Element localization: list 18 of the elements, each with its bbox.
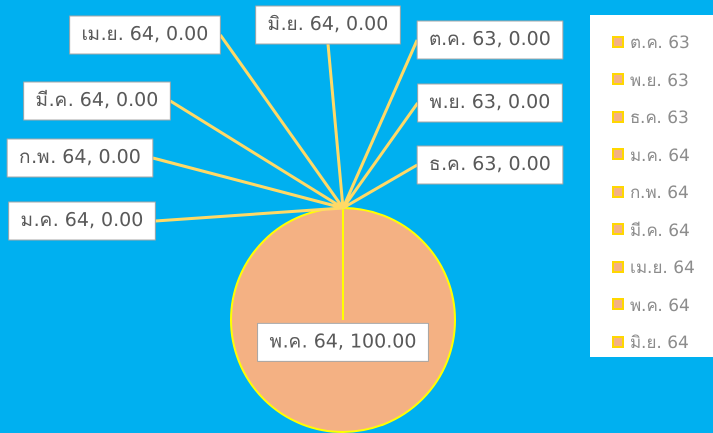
legend-label: ธ.ค. 63	[630, 107, 689, 130]
legend-label: พ.ย. 63	[630, 70, 689, 93]
text: มี.ค. 64, 0.00	[36, 88, 158, 111]
data-label: พ.ค. 64, 100.00	[270, 330, 416, 352]
legend-label: ก.พ. 64	[630, 182, 689, 206]
legend-label: มี.ค. 64	[630, 220, 690, 243]
text: ม.ค. 64, 0.00	[20, 208, 144, 231]
legend-label: พ.ค. 64	[630, 294, 690, 318]
legend-label: มิ.ย. 64	[630, 332, 689, 356]
legend-label: เม.ย. 64	[630, 257, 695, 280]
legend-label: ม.ค. 64	[630, 144, 690, 168]
text: มิ.ย. 64, 0.00	[268, 12, 388, 35]
text: พ.ย. 63, 0.00	[430, 90, 550, 113]
text: ก.พ. 64, 0.00	[19, 146, 141, 168]
text: เม.ย. 64, 0.00	[82, 22, 208, 45]
text: ธ.ค. 63, 0.00	[429, 152, 551, 175]
text: ต.ค. 63, 0.00	[429, 28, 551, 50]
legend-label: ต.ค. 63	[630, 32, 690, 56]
